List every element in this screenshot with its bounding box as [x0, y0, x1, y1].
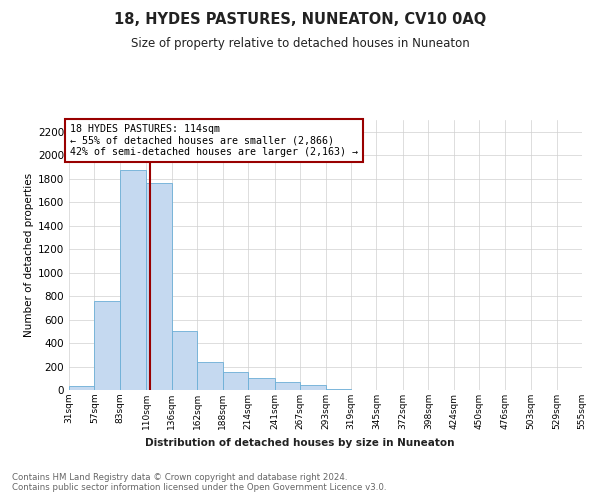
- Bar: [94, 301, 120, 390]
- Bar: [197, 362, 223, 390]
- Bar: [325, 389, 351, 390]
- Bar: [146, 184, 172, 390]
- Bar: [172, 332, 197, 390]
- Text: Contains HM Land Registry data © Crown copyright and database right 2024.
Contai: Contains HM Land Registry data © Crown c…: [12, 472, 386, 492]
- Text: Distribution of detached houses by size in Nuneaton: Distribution of detached houses by size …: [145, 438, 455, 448]
- Text: Size of property relative to detached houses in Nuneaton: Size of property relative to detached ho…: [131, 38, 469, 51]
- Bar: [69, 386, 94, 390]
- Text: 18 HYDES PASTURES: 114sqm
← 55% of detached houses are smaller (2,866)
42% of se: 18 HYDES PASTURES: 114sqm ← 55% of detac…: [70, 124, 358, 157]
- Text: 18, HYDES PASTURES, NUNEATON, CV10 0AQ: 18, HYDES PASTURES, NUNEATON, CV10 0AQ: [114, 12, 486, 28]
- Bar: [120, 170, 146, 390]
- Bar: [248, 378, 275, 390]
- Bar: [300, 384, 325, 390]
- Y-axis label: Number of detached properties: Number of detached properties: [24, 173, 34, 337]
- Bar: [223, 372, 248, 390]
- Bar: [275, 382, 300, 390]
